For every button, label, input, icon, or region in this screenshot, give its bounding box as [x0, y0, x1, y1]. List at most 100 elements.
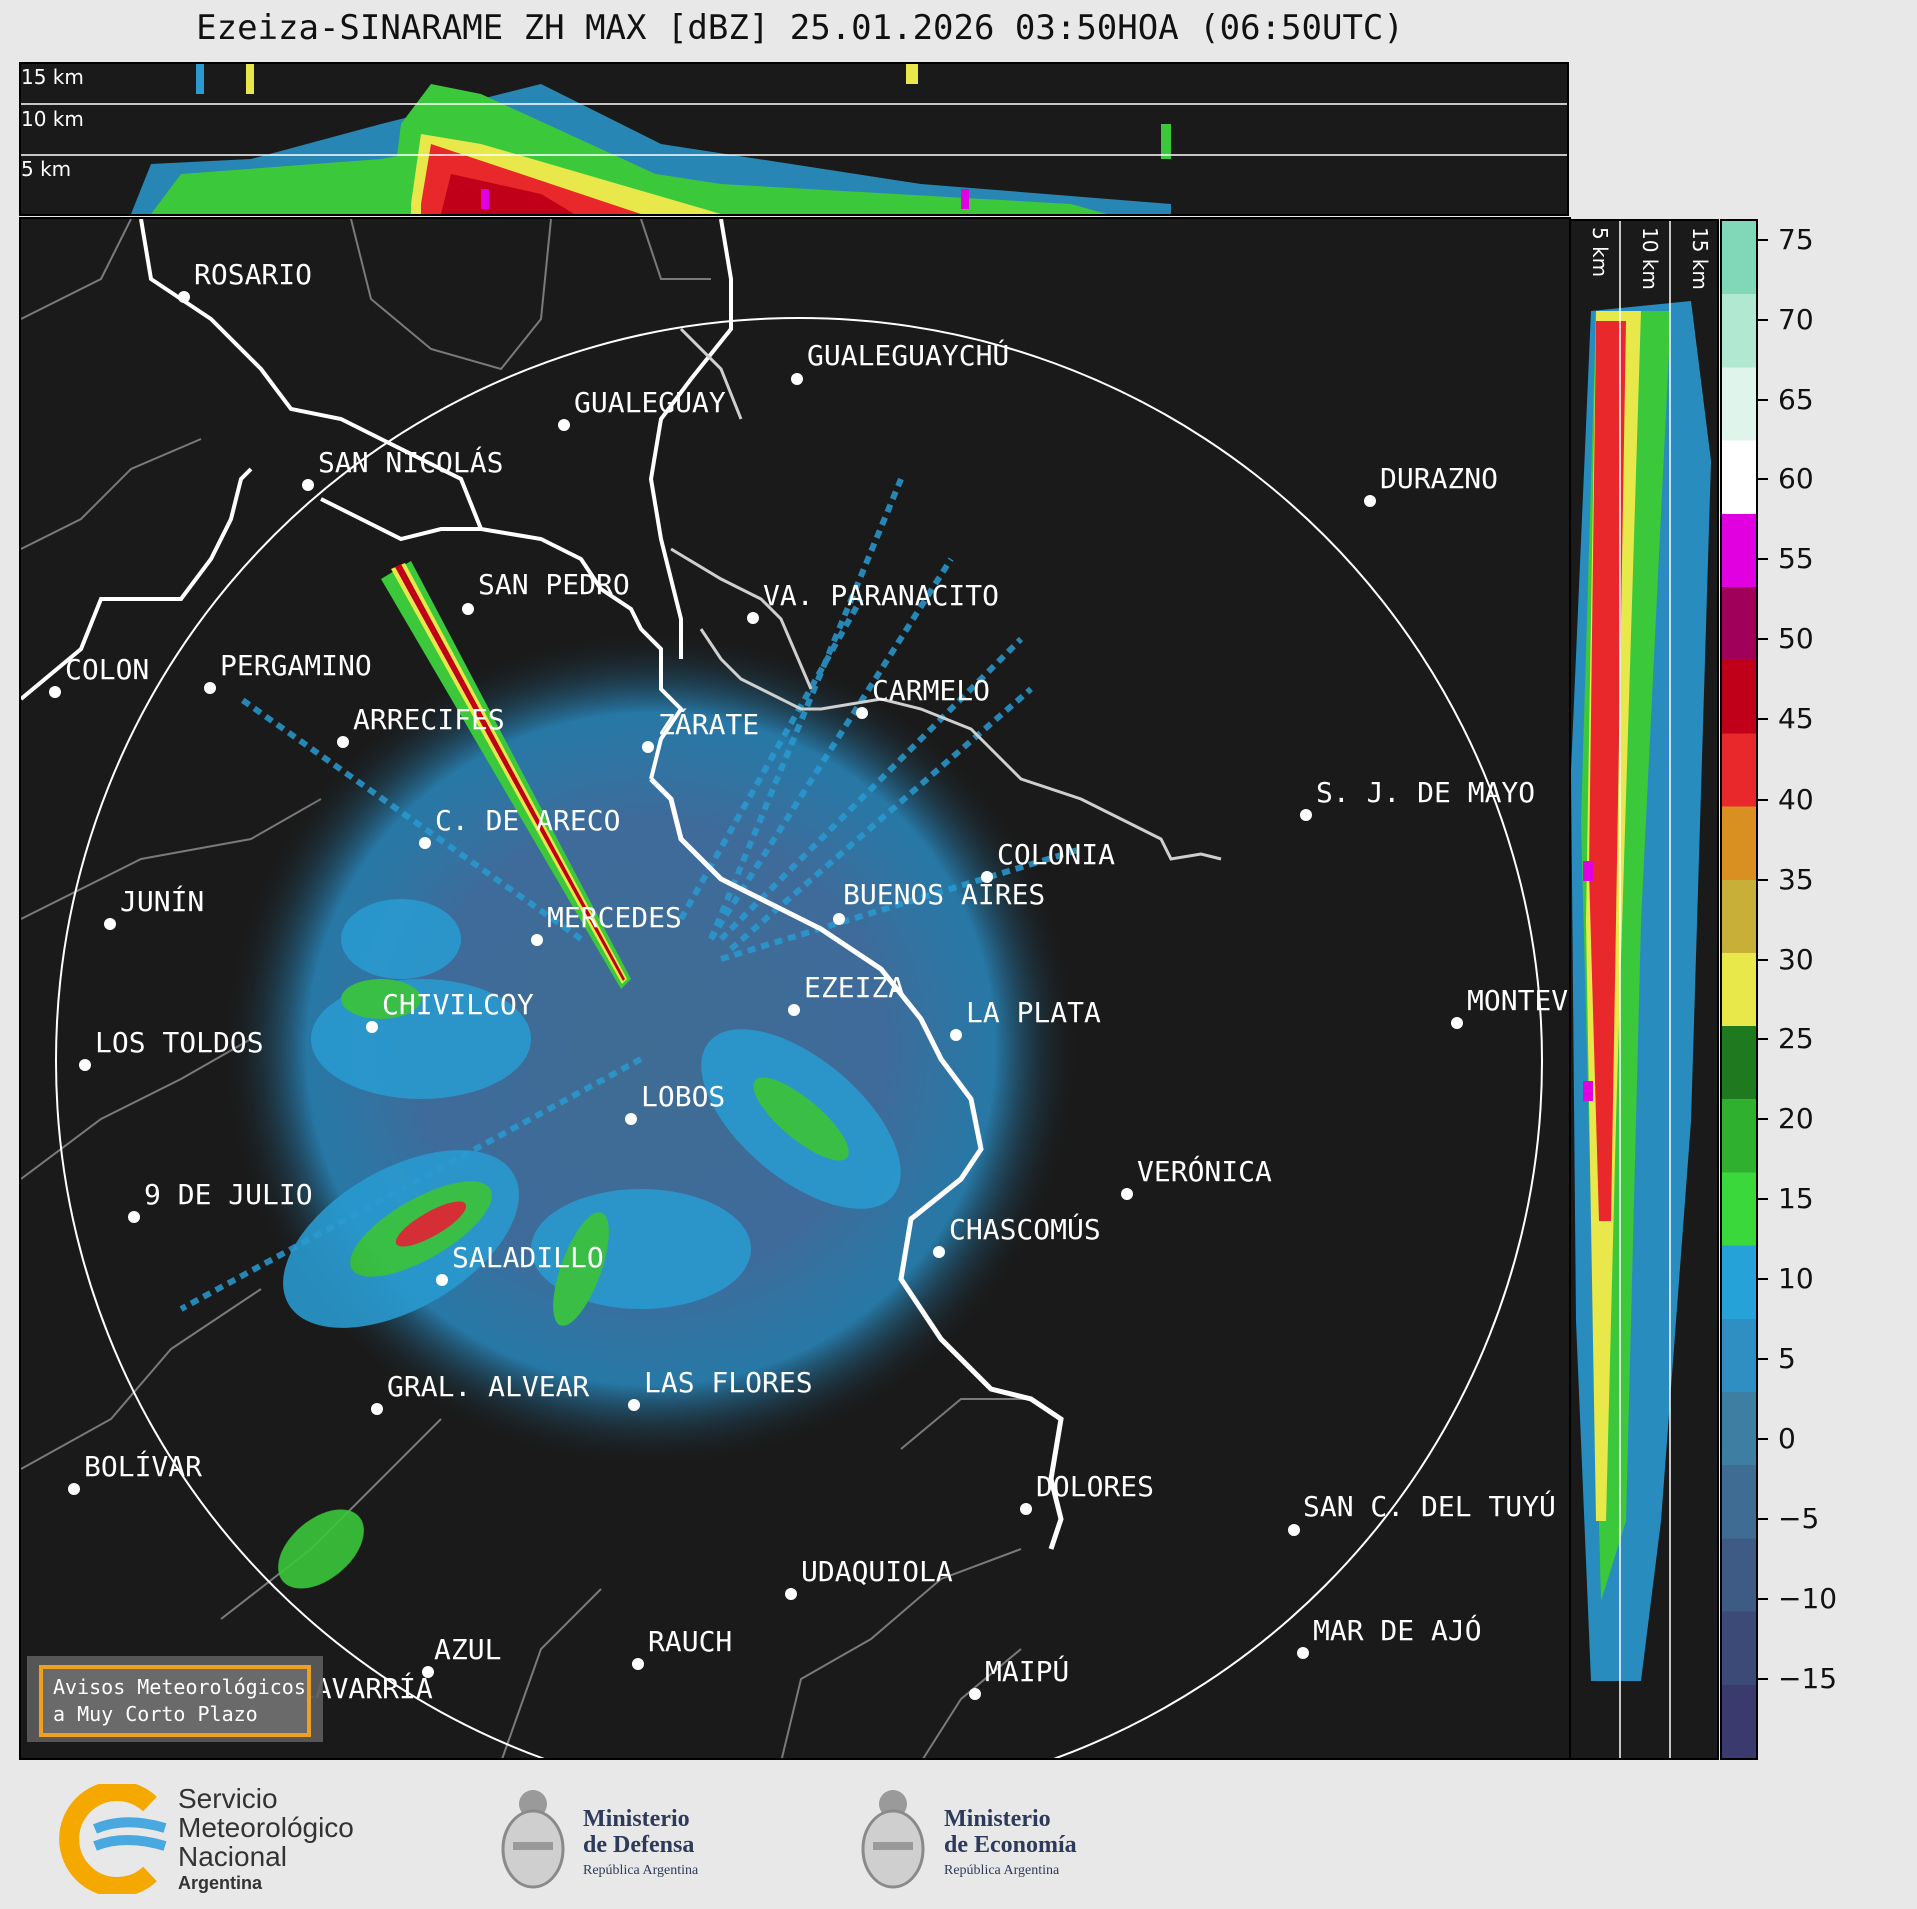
colorbar-tick-mark: [1758, 239, 1768, 241]
city-label: CARMELO: [872, 674, 990, 707]
city-label: SAN C. DEL TUYÚ: [1303, 1489, 1556, 1523]
city-marker: MAR DE AJÓ: [1297, 1613, 1482, 1659]
colorbar-tick-mark: [1758, 1598, 1768, 1600]
colorbar-tick-label: 5: [1778, 1342, 1796, 1375]
city-marker: ARRECIFES: [337, 703, 505, 748]
coat-of-arms-icon-2: [861, 1790, 925, 1889]
city-dot: [558, 419, 570, 431]
colorbar-tick-mark: [1758, 638, 1768, 640]
city-marker: JUNÍN: [104, 884, 204, 930]
defensa-line1: Ministerio: [583, 1806, 690, 1832]
radar-spike: [381, 561, 631, 989]
city-dot: [1364, 495, 1376, 507]
colorbar-tick-label: 60: [1778, 462, 1814, 495]
economia-line2: de Economía: [944, 1832, 1077, 1858]
colorbar-tick-label: 45: [1778, 702, 1814, 735]
city-marker: UDAQUIOLA: [785, 1555, 953, 1600]
defensa-line3: República Argentina: [583, 1863, 699, 1878]
colorbar-tick-mark: [1758, 799, 1768, 801]
city-dot: [628, 1399, 640, 1411]
smn-logo-text: Servicio Meteorológico Nacional Argentin…: [178, 1784, 354, 1898]
city-dot: [462, 603, 474, 615]
colorbar-tick-mark: [1758, 1358, 1768, 1360]
colorbar-tick-mark: [1758, 718, 1768, 720]
colorbar-tick-label: 65: [1778, 383, 1814, 416]
city-label: UDAQUIOLA: [801, 1555, 953, 1588]
city-label: SAN PEDRO: [478, 568, 630, 601]
city-label: BUENOS AIRES: [843, 878, 1045, 911]
city-marker: S. J. DE MAYO: [1300, 776, 1535, 821]
city-dot: [1451, 1017, 1463, 1029]
city-label: GUALEGUAY: [574, 386, 726, 419]
colorbar-tick-label: 30: [1778, 943, 1814, 976]
city-label: ARRECIFES: [353, 703, 505, 736]
city-label: GUALEGUAYCHÚ: [807, 338, 1009, 372]
city-marker: BUENOS AIRES: [833, 878, 1045, 925]
city-marker: DURAZNO: [1364, 462, 1498, 507]
city-marker: CHIVILCOY: [366, 988, 534, 1033]
city-dot: [969, 1688, 981, 1700]
colorbar-tick-mark: [1758, 879, 1768, 881]
colorbar-tick-mark: [1758, 1038, 1768, 1040]
city-label: MERCEDES: [547, 901, 682, 934]
city-dot: [422, 1666, 434, 1678]
city-label: VA. PARANACITO: [763, 579, 999, 612]
smn-line3: Nacional: [178, 1841, 287, 1872]
city-marker: COLONIA: [981, 838, 1115, 883]
city-label: VERÓNICA: [1137, 1154, 1272, 1188]
city-marker: GRAL. ALVEAR: [371, 1370, 589, 1415]
colorbar-tick-label: 20: [1778, 1102, 1814, 1135]
colorbar-tick-label: 50: [1778, 622, 1814, 655]
city-label: COLONIA: [997, 838, 1115, 871]
colorbar-tick-mark: [1758, 1198, 1768, 1200]
side-height-label-15: 15 km: [1688, 227, 1712, 290]
colorbar-tick-label: 70: [1778, 303, 1814, 336]
city-label: PERGAMINO: [220, 649, 372, 682]
city-label: EZEIZA: [804, 971, 905, 1004]
city-marker: CARMELO: [856, 674, 990, 719]
city-label: CHASCOMÚS: [949, 1212, 1101, 1246]
notice-line2: a Muy Corto Plazo: [53, 1702, 258, 1726]
city-label: GRAL. ALVEAR: [387, 1370, 589, 1403]
city-label: LOBOS: [641, 1080, 725, 1113]
colorbar-tick-label: 0: [1778, 1422, 1796, 1455]
smn-logo-icon: [59, 1784, 167, 1894]
side-height-label-10: 10 km: [1638, 227, 1662, 290]
city-label: RAUCH: [648, 1625, 732, 1658]
city-marker: LOBOS: [625, 1080, 725, 1125]
defensa-text: Ministerio de Defensa República Argentin…: [583, 1806, 698, 1884]
city-marker: 9 DE JULIO: [128, 1178, 313, 1223]
colorbar-tick-label: −10: [1778, 1582, 1838, 1615]
city-marker: VA. PARANACITO: [747, 579, 999, 624]
city-dot: [788, 1004, 800, 1016]
city-label: DOLORES: [1036, 1470, 1154, 1503]
city-dot: [791, 373, 803, 385]
city-label: CHIVILCOY: [382, 988, 534, 1021]
city-marker: SAN C. DEL TUYÚ: [1288, 1489, 1556, 1536]
top-height-label-15: 15 km: [21, 65, 84, 89]
city-marker: SAN NICOLÁS: [302, 445, 503, 491]
city-marker: C. DE ARECO: [419, 804, 620, 849]
city-marker: ROSARIO: [178, 258, 312, 303]
colorbar-ticks: 75 70 65 60 55 50 45 40 35 30 25 20 15 10 5 0 −5 −10 −15: [1758, 219, 1908, 1760]
colorbar-tick-mark: [1758, 319, 1768, 321]
city-label: 9 DE JULIO: [144, 1178, 313, 1211]
city-dot: [642, 741, 654, 753]
colorbar-tick-mark: [1758, 1678, 1768, 1680]
notice-box[interactable]: Avisos Meteorológicos a Muy Corto Plazo: [27, 1656, 323, 1742]
chart-title: Ezeiza-SINARAME ZH MAX [dBZ] 25.01.2026 …: [196, 8, 1404, 48]
city-label: SALADILLO: [452, 1241, 604, 1274]
colorbar-tick-label: 55: [1778, 542, 1814, 575]
coat-of-arms-icon: [501, 1790, 565, 1889]
city-label: MAIPÚ: [985, 1654, 1069, 1688]
top-height-profile-panel: 15 km 10 km 5 km: [19, 62, 1569, 216]
colorbar-tick-mark: [1758, 959, 1768, 961]
city-dot: [128, 1211, 140, 1223]
city-marker: MONTEV: [1451, 984, 1568, 1029]
city-marker: DOLORES: [1020, 1470, 1154, 1515]
city-marker: MERCEDES: [531, 901, 682, 946]
city-marker: RAUCH: [632, 1625, 732, 1670]
city-dot: [785, 1588, 797, 1600]
city-dot: [302, 479, 314, 491]
boundary-lines: [21, 219, 1031, 1758]
